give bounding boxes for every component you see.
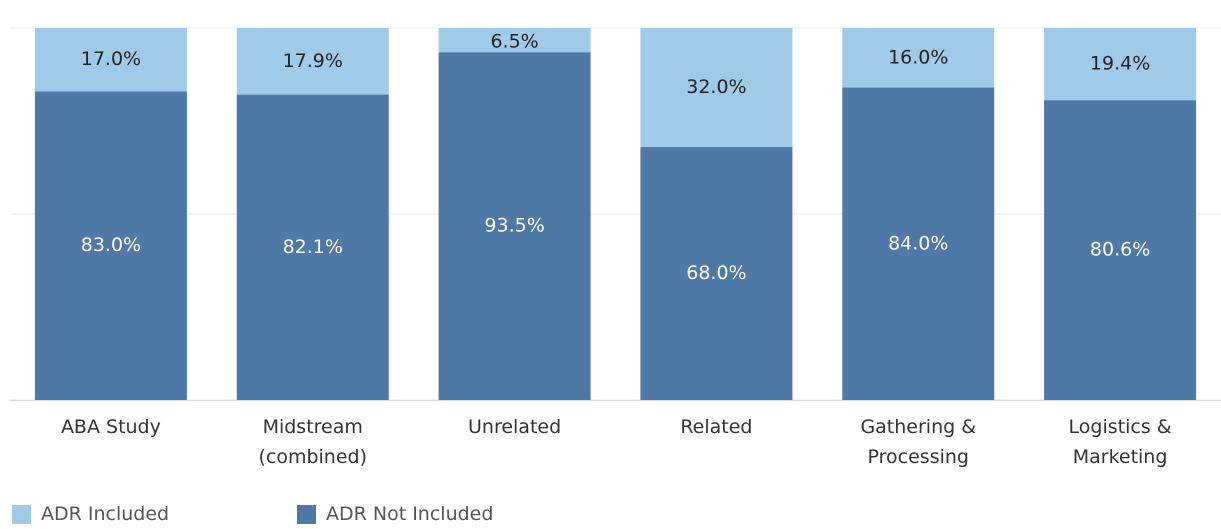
data-label: 80.6% [1090, 239, 1150, 261]
x-tick-label: Gathering & Processing [860, 416, 977, 468]
data-label: 19.4% [1090, 53, 1150, 75]
legend-label: ADR Included [41, 503, 170, 525]
data-label: 93.5% [484, 215, 544, 237]
bar-segment [842, 28, 995, 88]
legend-swatch [297, 504, 316, 524]
bar-segment [236, 28, 389, 95]
x-tick-label: Midstream (combined) [258, 416, 368, 468]
data-label: 82.1% [283, 236, 343, 258]
bar-segment [438, 52, 591, 401]
legend-item: ADR Not Included [297, 503, 493, 525]
legend-swatch [12, 504, 31, 524]
data-label: 84.0% [888, 232, 948, 254]
bar-segment [34, 28, 187, 92]
bar-segment [1044, 100, 1197, 400]
legend-item: ADR Included [12, 503, 169, 525]
data-label: 17.0% [81, 48, 141, 70]
bar-segment [1044, 28, 1197, 101]
x-tick-label: Logistics & Marketing [1068, 416, 1172, 468]
data-label: 16.0% [888, 46, 948, 68]
bar-segment [842, 87, 995, 401]
x-tick-label: Related [680, 416, 753, 438]
data-label: 17.9% [283, 50, 343, 72]
legend-label: ADR Not Included [326, 503, 494, 525]
data-label: 68.0% [686, 262, 746, 284]
data-label: 32.0% [686, 76, 746, 98]
bar-segment [640, 28, 793, 148]
data-label: 6.5% [490, 31, 538, 53]
bar-segment [236, 94, 389, 400]
data-label: 83.0% [81, 234, 141, 256]
bar-segment [438, 28, 591, 53]
x-tick-label: ABA Study [60, 416, 161, 438]
bar-segment [34, 91, 187, 401]
bar-segment [640, 147, 793, 400]
x-tick-label: Unrelated [468, 416, 562, 438]
